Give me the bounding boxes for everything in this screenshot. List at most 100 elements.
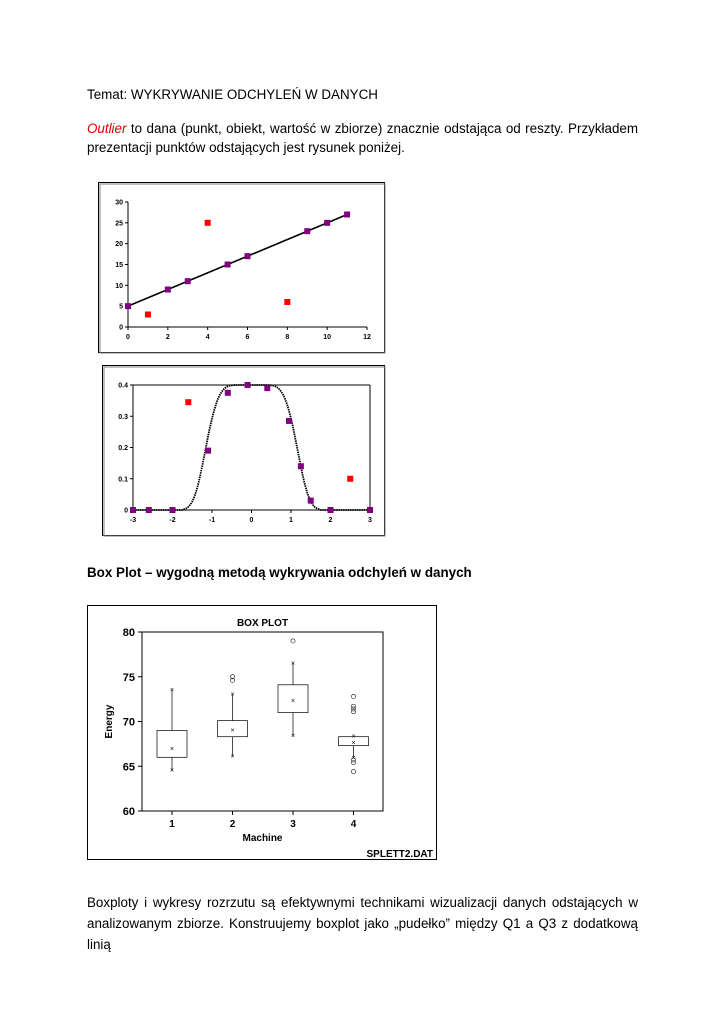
y-tick-label: 75 [123, 672, 135, 684]
outlier-circle [351, 693, 356, 699]
x-tick-label: 4 [351, 819, 357, 830]
intro-line-2: prezentacji punktów odstających jest rys… [87, 140, 405, 155]
whisker-end-marker: × [230, 692, 234, 699]
x-tick-label: 2 [329, 517, 333, 524]
x-tick-label: 10 [323, 334, 331, 341]
x-tick-label: 1 [169, 819, 175, 830]
y-tick-label: 5 [119, 304, 123, 311]
scatter-chart-gaussian: -3 -2 -1 0 1 2 3 0 0.1 0.2 0.3 0.4 [102, 365, 386, 537]
whisker-end-marker: × [170, 687, 174, 694]
x-tick-label: 12 [363, 334, 371, 341]
outlier-point [204, 219, 211, 226]
data-point [224, 389, 231, 396]
dataset-name-label: SPLETT2.DAT [367, 849, 433, 860]
outlier-circle [351, 706, 356, 712]
data-point [367, 507, 373, 513]
data-point [324, 219, 331, 226]
data-point [169, 507, 176, 513]
whisker-end-marker: × [291, 660, 295, 667]
whisker-end-marker: × [351, 755, 355, 762]
data-point [286, 417, 293, 424]
outlier-point [185, 399, 192, 406]
boxplot-heading-line: Box Plot – wygodną metodą wykrywania odc… [87, 562, 638, 583]
mean-marker: × [291, 698, 295, 705]
x-tick-label: 2 [230, 819, 236, 830]
data-point [184, 278, 191, 285]
data-point [264, 385, 271, 392]
x-tick-label: -2 [169, 517, 175, 524]
data-point [297, 463, 304, 470]
trend-line [127, 213, 348, 307]
x-tick-label: 4 [206, 334, 210, 341]
x-tick-label: 8 [285, 334, 289, 341]
whisker-end-marker: × [170, 768, 174, 775]
data-point [205, 447, 212, 454]
y-tick-label: 0.2 [118, 445, 128, 452]
outlier-term: Outlier [87, 121, 127, 136]
y-tick-label: 15 [115, 262, 123, 269]
whisker-end-marker: × [351, 734, 355, 741]
data-point [244, 382, 251, 388]
outlier-point [144, 311, 151, 318]
chart-title: BOX PLOT [237, 618, 288, 629]
box [156, 730, 188, 758]
y-tick-label: 70 [123, 717, 135, 729]
data-point [145, 507, 152, 513]
body-line-1: Boxploty i wykresy rozrzutu są efektywny… [87, 895, 638, 910]
whisker-end-marker: × [230, 753, 234, 760]
scatter-chart-linear: 0 2 4 6 8 10 12 0 5 10 15 20 25 30 [98, 182, 386, 354]
box-plot-chart: BOX PLOT 60 65 70 75 80 Energy 1 2 3 4 Machine SPLET… [87, 605, 437, 860]
y-tick-label: 20 [115, 241, 123, 248]
y-tick-label: 0.3 [118, 414, 128, 421]
mean-marker: × [230, 727, 234, 734]
mean-marker: × [351, 740, 355, 747]
y-axis-label: Energy [104, 704, 115, 738]
outlier-circle [351, 760, 356, 766]
data-point [130, 507, 136, 513]
y-tick-label: 80 [123, 627, 135, 639]
x-tick-label: 6 [246, 334, 250, 341]
data-point [344, 211, 351, 218]
topic-text: Temat: WYKRYWANIE ODCHYLEŃ W DANYCH [87, 87, 378, 102]
boxplot-heading: Box Plot – wygodną metodą wykrywania odc… [87, 565, 472, 580]
x-tick-label: -1 [209, 517, 215, 524]
outlier-circle [290, 638, 296, 644]
outlier-circle [351, 757, 356, 763]
data-point [304, 228, 311, 235]
whisker-end-marker: × [291, 733, 295, 740]
outlier-circle [351, 709, 356, 715]
mean-marker: × [170, 746, 174, 753]
x-tick-label: 0 [126, 334, 130, 341]
y-tick-label: 0 [124, 508, 128, 515]
x-tick-label: 0 [250, 517, 254, 524]
intro-rest: to dana (punkt, obiekt, wartość w zbiorz… [130, 121, 638, 136]
x-tick-label: 1 [289, 517, 293, 524]
x-tick-label: 2 [166, 334, 170, 341]
y-tick-label: 30 [115, 200, 123, 207]
outlier-point [284, 299, 291, 305]
box [277, 684, 309, 713]
data-point [224, 261, 231, 268]
data-point [327, 507, 334, 513]
topic-line: Temat: WYKRYWANIE ODCHYLEŃ W DANYCH [87, 84, 638, 105]
y-tick-label: 10 [115, 283, 123, 290]
intro-line-1: Outlier to dana (punkt, obiekt, wartość … [87, 118, 638, 139]
x-tick-label: -3 [130, 517, 136, 524]
data-point [164, 286, 171, 293]
outlier-point [347, 475, 354, 482]
body-line-2: analizowanym zbiorze. Konstruujemy boxpl… [87, 916, 638, 952]
data-point [125, 303, 131, 310]
y-tick-label: 0.1 [118, 476, 128, 483]
outlier-circle [351, 703, 356, 709]
x-tick-label: 3 [368, 517, 372, 524]
x-axis-label: Machine [242, 833, 282, 844]
data-point [244, 253, 251, 260]
outlier-circle [351, 769, 356, 775]
y-tick-label: 0 [119, 325, 123, 332]
y-tick-label: 65 [123, 761, 135, 773]
outlier-circle [230, 677, 235, 683]
box [338, 736, 369, 747]
outlier-circle [230, 674, 235, 680]
y-tick-label: 60 [123, 806, 135, 818]
x-tick-label: 3 [290, 819, 296, 830]
